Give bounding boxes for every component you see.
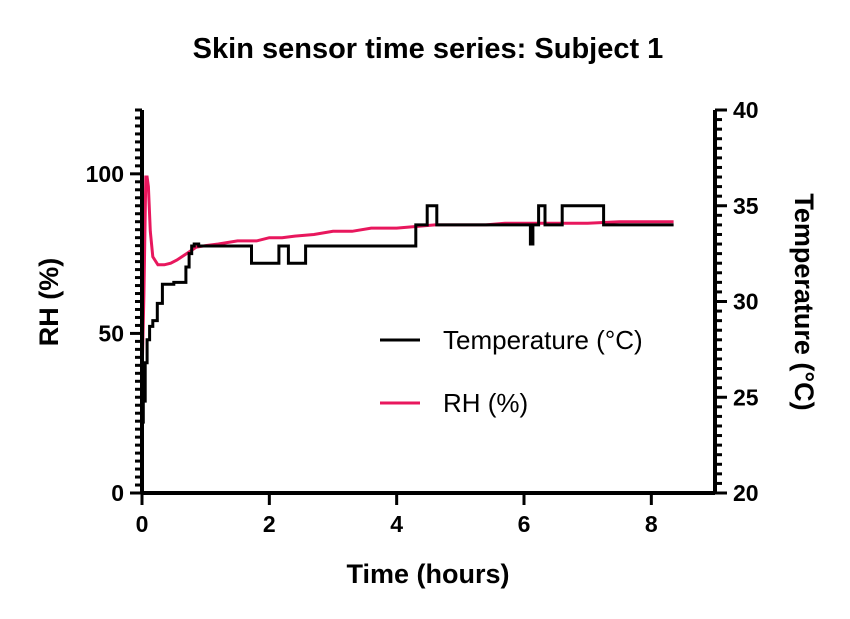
x-tick-label: 0 [136, 511, 149, 537]
y-right-tick-label: 20 [733, 480, 759, 506]
y-left-tick-label: 50 [98, 320, 124, 346]
y-right-axis-label: Temperature (°C) [789, 193, 819, 410]
x-tick-label: 4 [390, 511, 403, 537]
legend-label-temperature: Temperature (°C) [443, 325, 643, 355]
y-left-axis-label: RH (%) [34, 258, 64, 347]
axes: 0 50 100 20 25 30 35 40 0 2 4 6 8 [86, 97, 759, 537]
y-right-tick-label: 30 [733, 289, 759, 315]
y-right-tick-label: 35 [733, 193, 759, 219]
y-right-tick-label: 25 [733, 384, 759, 410]
y-left-tick-label: 100 [86, 161, 124, 187]
x-tick-label: 6 [518, 511, 531, 537]
y-right-tick-label: 40 [733, 97, 759, 123]
chart-title: Skin sensor time series: Subject 1 [193, 33, 664, 65]
y-left-tick-label: 0 [111, 480, 124, 506]
x-tick-label: 2 [263, 511, 276, 537]
legend-label-rh: RH (%) [443, 388, 528, 418]
plot-area [140, 175, 674, 424]
legend: Temperature (°C) RH (%) [380, 325, 643, 418]
series-line-temperature [141, 204, 674, 424]
x-tick-label: 8 [645, 511, 658, 537]
x-axis-label: Time (hours) [346, 559, 509, 589]
